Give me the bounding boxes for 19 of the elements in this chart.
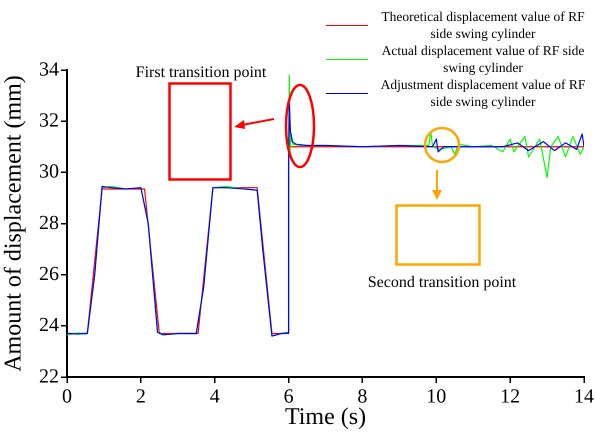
y-tick-label: 32 (39, 109, 59, 132)
legend-label: Actual displacement value of RF side swing cylinder (380, 42, 586, 76)
y-tick-label: 26 (39, 262, 59, 285)
annotation: First transition point (136, 64, 267, 82)
y-tick-label: 30 (39, 160, 59, 183)
x-tick-label: 2 (136, 385, 146, 408)
x-tick-label: 4 (210, 385, 220, 408)
y-tick-label: 34 (39, 58, 59, 80)
x-tick-label: 10 (426, 385, 446, 408)
x-tick-label: 0 (62, 385, 72, 408)
annotation: Second transition point (368, 274, 517, 292)
y-tick-label: 24 (39, 314, 59, 336)
y-tick-label: 28 (39, 212, 59, 234)
x-tick-label: 14 (574, 385, 594, 408)
y-tick-label: 22 (39, 365, 59, 388)
legend-label: Adjustment displacement value of RF side swing cylinder (380, 76, 586, 110)
y-axis-title: Amount of displacement (mm) (0, 75, 27, 372)
x-tick-label: 12 (500, 385, 520, 408)
legend-label: Theoretical displacement value of RF side swing cylinder (380, 8, 586, 42)
